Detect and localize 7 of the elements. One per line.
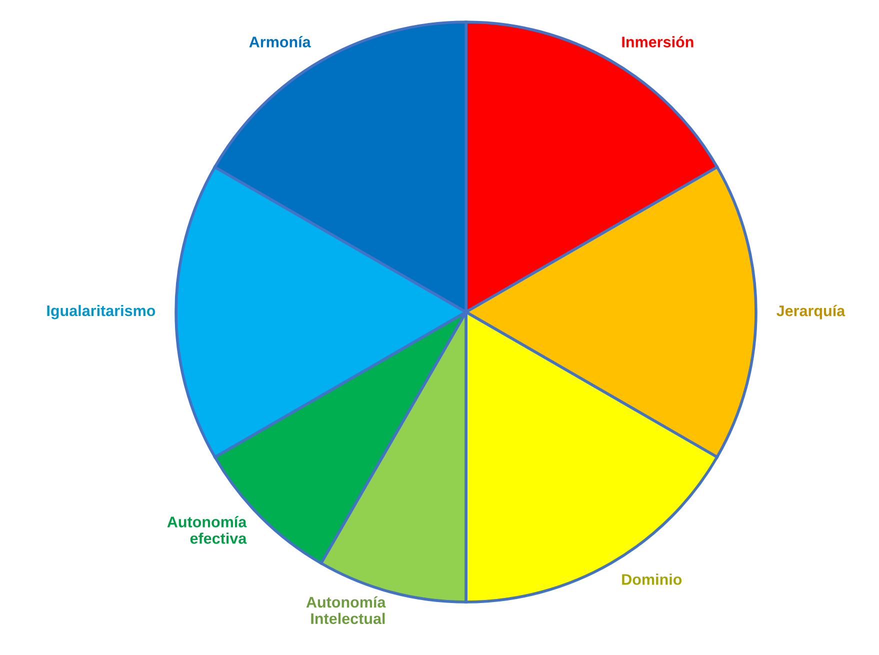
slice-label: Autonomía efectiva <box>167 516 247 544</box>
slice-label: Armonía <box>249 36 311 48</box>
slice-label: Jerarquía <box>776 304 846 320</box>
slice-label: Igualaritarismo <box>47 304 156 320</box>
slice-label: Autonomía Intelectual <box>306 596 386 624</box>
slice-label: Dominio <box>622 574 682 585</box>
slice-label: Inmersión <box>622 36 694 48</box>
